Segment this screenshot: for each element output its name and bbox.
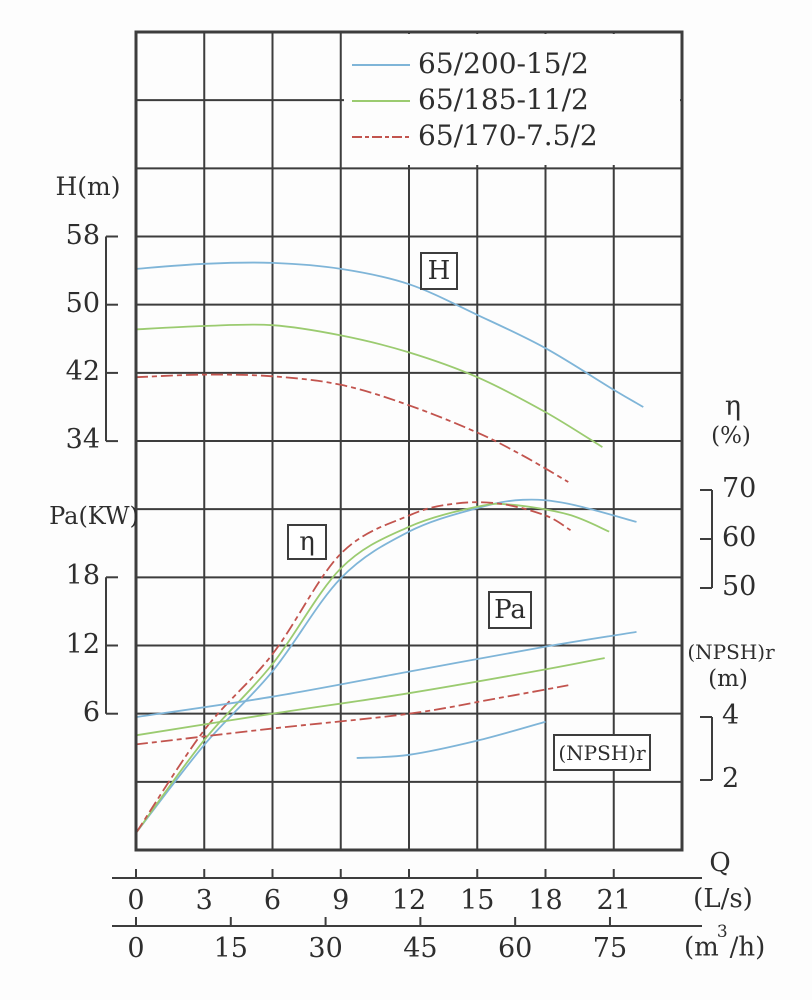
legend-item-65/200-15/2: 65/200-15/2 xyxy=(344,48,680,82)
curve-label-power-box: Pa xyxy=(488,591,532,629)
tick-label-m3h-15: 15 xyxy=(213,933,248,964)
axis-unit-m3h-post: /h) xyxy=(729,932,766,963)
axis-title-head: H(m) xyxy=(55,172,121,201)
tick-label-ls-3: 3 xyxy=(195,885,213,916)
legend-item-65/185-11/2: 65/185-11/2 xyxy=(344,84,680,118)
axis-unit-ls: (L/s) xyxy=(693,884,753,914)
curve-Pa-65/185-11/2 xyxy=(135,657,605,737)
tick-label-m3h-60: 60 xyxy=(497,933,533,964)
axis-title-efficiency-unit: (%) xyxy=(711,423,751,449)
curves xyxy=(135,261,644,834)
axis-title-power: Pa(KW) xyxy=(49,502,139,530)
curve-label-head-box: H xyxy=(420,252,458,290)
tick-label-m3h-45: 45 xyxy=(403,933,438,964)
tick-label-npsh-4: 4 xyxy=(722,700,740,731)
axis-unit-m3h: (m3/h) xyxy=(684,922,766,963)
tick-label-H-58: 58 xyxy=(65,219,100,251)
bottom-axes xyxy=(112,869,702,927)
legend-line-sample xyxy=(352,100,410,102)
curve-Pa-65/200-15/2 xyxy=(135,631,637,718)
curve-label-efficiency-box: η xyxy=(287,524,327,560)
tick-label-H-50: 50 xyxy=(65,287,100,319)
legend-line-sample xyxy=(352,136,410,138)
curve-H-65/185-11/2 xyxy=(135,323,603,448)
legend-label: 65/170-7.5/2 xyxy=(418,119,598,152)
curve-H-65/170-7.5/2 xyxy=(135,373,569,483)
tick-label-ls-12: 12 xyxy=(391,885,427,916)
legend-backdrop xyxy=(344,34,680,165)
tick-label-ls-18: 18 xyxy=(528,885,563,916)
axis-title-npsh-unit: (m) xyxy=(708,666,748,692)
legend: 65/200-15/2 65/185-11/2 65/170-7.5/2 xyxy=(344,34,680,166)
tick-label-ls-21: 21 xyxy=(596,885,631,916)
tick-label-H-42: 42 xyxy=(65,355,100,387)
legend-label: 65/200-15/2 xyxy=(418,47,589,80)
tick-label-Pa-18: 18 xyxy=(65,560,100,592)
curve-Pa-65/170-7.5/2 xyxy=(135,684,569,746)
tick-label-eta-50: 50 xyxy=(722,571,757,602)
axis-title-flow: Q xyxy=(709,848,731,878)
tick-label-m3h-30: 30 xyxy=(308,933,343,964)
tick-label-eta-60: 60 xyxy=(722,522,757,553)
axis-unit-m3h-sup: 3 xyxy=(716,922,728,942)
curve-(NPSH)r xyxy=(356,720,546,759)
axis-title-efficiency: η xyxy=(724,391,742,422)
tick-label-H-34: 34 xyxy=(65,424,100,456)
tick-label-ls-6: 6 xyxy=(263,885,282,916)
legend-line-sample xyxy=(352,64,410,66)
axis-title-npsh: (NPSH)r xyxy=(687,640,775,664)
tick-label-Pa-12: 12 xyxy=(65,628,100,660)
curve-η-65/185-11/2 xyxy=(135,502,610,834)
plot-border xyxy=(134,30,684,852)
tick-label-ls-15: 15 xyxy=(460,885,495,916)
tick-label-eta-70: 70 xyxy=(722,473,757,504)
tick-label-npsh-2: 2 xyxy=(722,763,740,794)
axis-unit-m3h-pre: (m xyxy=(684,932,719,963)
legend-item-65/170-7.5/2: 65/170-7.5/2 xyxy=(344,120,680,154)
axis-brackets xyxy=(105,235,713,781)
legend-label: 65/185-11/2 xyxy=(418,83,589,116)
tick-label-ls-9: 9 xyxy=(332,885,350,916)
tick-label-Pa-6: 6 xyxy=(82,696,100,728)
tick-label-ls-0: 0 xyxy=(127,885,145,916)
tick-label-m3h-0: 0 xyxy=(127,933,145,964)
tick-label-m3h-75: 75 xyxy=(592,933,628,964)
curve-η-65/170-7.5/2 xyxy=(135,501,571,834)
curve-η-65/200-15/2 xyxy=(135,498,637,834)
curve-H-65/200-15/2 xyxy=(135,261,644,408)
curve-label-npsh-box: (NPSH)r xyxy=(553,734,651,771)
